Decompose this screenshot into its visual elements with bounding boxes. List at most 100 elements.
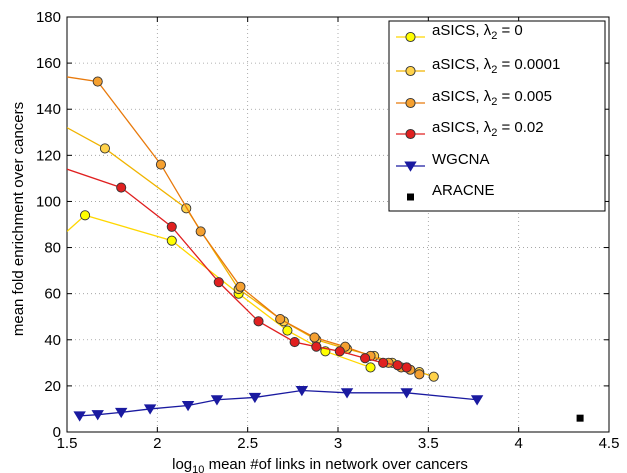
data-point <box>401 362 412 373</box>
legend-entry: aSICS, λ2 = 0.0001 <box>396 56 560 77</box>
legend-entry: ARACNE <box>407 182 495 201</box>
data-point <box>340 388 354 399</box>
data-point <box>360 353 371 364</box>
legend-label-value: = 0.005 <box>497 88 552 105</box>
x-tick-label: 4.5 <box>599 435 620 452</box>
data-point <box>210 395 224 406</box>
legend-label-value: = 0.02 <box>497 119 543 136</box>
data-point <box>92 76 103 87</box>
legend-label-text: aSICS, λ <box>432 22 492 39</box>
legend-marker <box>405 31 416 43</box>
series-4 <box>73 385 484 422</box>
axes <box>66 16 610 433</box>
legend-label: aSICS, λ2 = 0.02 <box>432 119 544 139</box>
series-2 <box>67 76 425 380</box>
series-1 <box>67 127 439 382</box>
x-axis-label-rest: mean #of links in network over cancers <box>204 456 467 473</box>
data-point <box>166 235 177 246</box>
legend-label-text: WGCNA <box>432 151 490 168</box>
data-point <box>309 332 320 343</box>
series-layer <box>67 76 584 422</box>
y-tick-label: 40 <box>44 332 61 349</box>
data-point <box>91 410 104 421</box>
legend-entry: aSICS, λ2 = 0.02 <box>396 119 544 140</box>
x-tick-label: 3.5 <box>418 435 439 452</box>
legend-label-value: = 0 <box>497 22 522 39</box>
tick-labels: 1.5 2 2.5 3 3.5 4 4.5 0 20 40 60 80 100 120 140 160 180 <box>36 9 619 452</box>
x-axis-label-subscript: 10 <box>192 464 204 473</box>
data-point <box>80 210 91 221</box>
data-point <box>235 281 246 292</box>
data-point <box>155 159 166 170</box>
legend-box <box>388 20 606 212</box>
legend-label: WGCNA <box>432 151 490 168</box>
data-point <box>195 226 206 237</box>
data-point <box>275 313 286 325</box>
data-point <box>143 404 157 415</box>
y-tick-label: 80 <box>44 240 61 257</box>
x-axis-label: log10 mean #of links in network over can… <box>172 456 468 473</box>
series-line <box>67 214 371 369</box>
data-point <box>253 316 264 327</box>
series-line <box>67 127 434 378</box>
data-point <box>400 388 413 399</box>
y-tick-label: 0 <box>53 424 61 441</box>
y-axis-label: mean fold enrichment over cancers <box>10 102 27 336</box>
data-point <box>114 407 128 419</box>
data-point <box>392 360 403 371</box>
legend-label: ARACNE <box>432 182 495 199</box>
series-line <box>79 389 478 417</box>
data-point <box>166 221 177 232</box>
series-5 <box>576 414 584 422</box>
y-tick-label: 100 <box>36 193 61 210</box>
data-point <box>99 143 110 154</box>
legend-label: aSICS, λ2 = 0.0001 <box>432 56 560 76</box>
data-point <box>248 392 262 404</box>
legend-label-subscript: 2 <box>491 30 497 42</box>
data-point <box>378 357 389 368</box>
y-tick-label: 140 <box>36 101 61 118</box>
legend-marker <box>404 161 417 172</box>
data-point <box>181 400 195 412</box>
data-point <box>311 341 322 352</box>
x-tick-label: 3 <box>334 435 342 452</box>
data-point <box>414 369 425 380</box>
data-point <box>470 395 484 406</box>
data-point <box>282 325 293 336</box>
data-point <box>116 182 127 193</box>
data-point <box>576 414 584 422</box>
data-point <box>213 277 224 288</box>
x-axis-label-prefix: log <box>172 456 192 473</box>
data-point <box>295 385 309 397</box>
series-0 <box>67 210 376 373</box>
legend-marker <box>405 65 416 77</box>
legend-label-subscript: 2 <box>491 64 497 76</box>
legend-label: aSICS, λ2 = 0.005 <box>432 88 552 108</box>
data-point <box>334 346 345 357</box>
data-point <box>428 371 439 382</box>
legend-entry: WGCNA <box>396 151 490 172</box>
data-point <box>73 411 86 422</box>
legend-label-subscript: 2 <box>491 96 497 108</box>
legend-label-text: aSICS, λ <box>432 56 492 73</box>
data-point <box>289 337 300 348</box>
y-tick-label: 60 <box>44 286 61 303</box>
legend-label-text: ARACNE <box>432 182 495 199</box>
legend-marker <box>405 97 416 109</box>
y-tick-label: 20 <box>44 378 61 395</box>
legend-label-subscript: 2 <box>491 127 497 139</box>
x-tick-label: 1.5 <box>57 435 78 452</box>
series-line <box>67 168 407 369</box>
y-tick-label: 180 <box>36 9 61 26</box>
legend-marker <box>405 128 416 140</box>
legend-marker <box>407 193 414 201</box>
legend-label-value: = 0.0001 <box>497 56 560 73</box>
y-tick-label: 160 <box>36 55 61 72</box>
legend-entry: aSICS, λ2 = 0.005 <box>396 88 552 109</box>
y-tick-label: 120 <box>36 147 61 164</box>
x-tick-label: 4 <box>514 435 522 452</box>
legend-label-text: aSICS, λ <box>432 88 492 105</box>
legend-label-text: aSICS, λ <box>432 119 492 136</box>
